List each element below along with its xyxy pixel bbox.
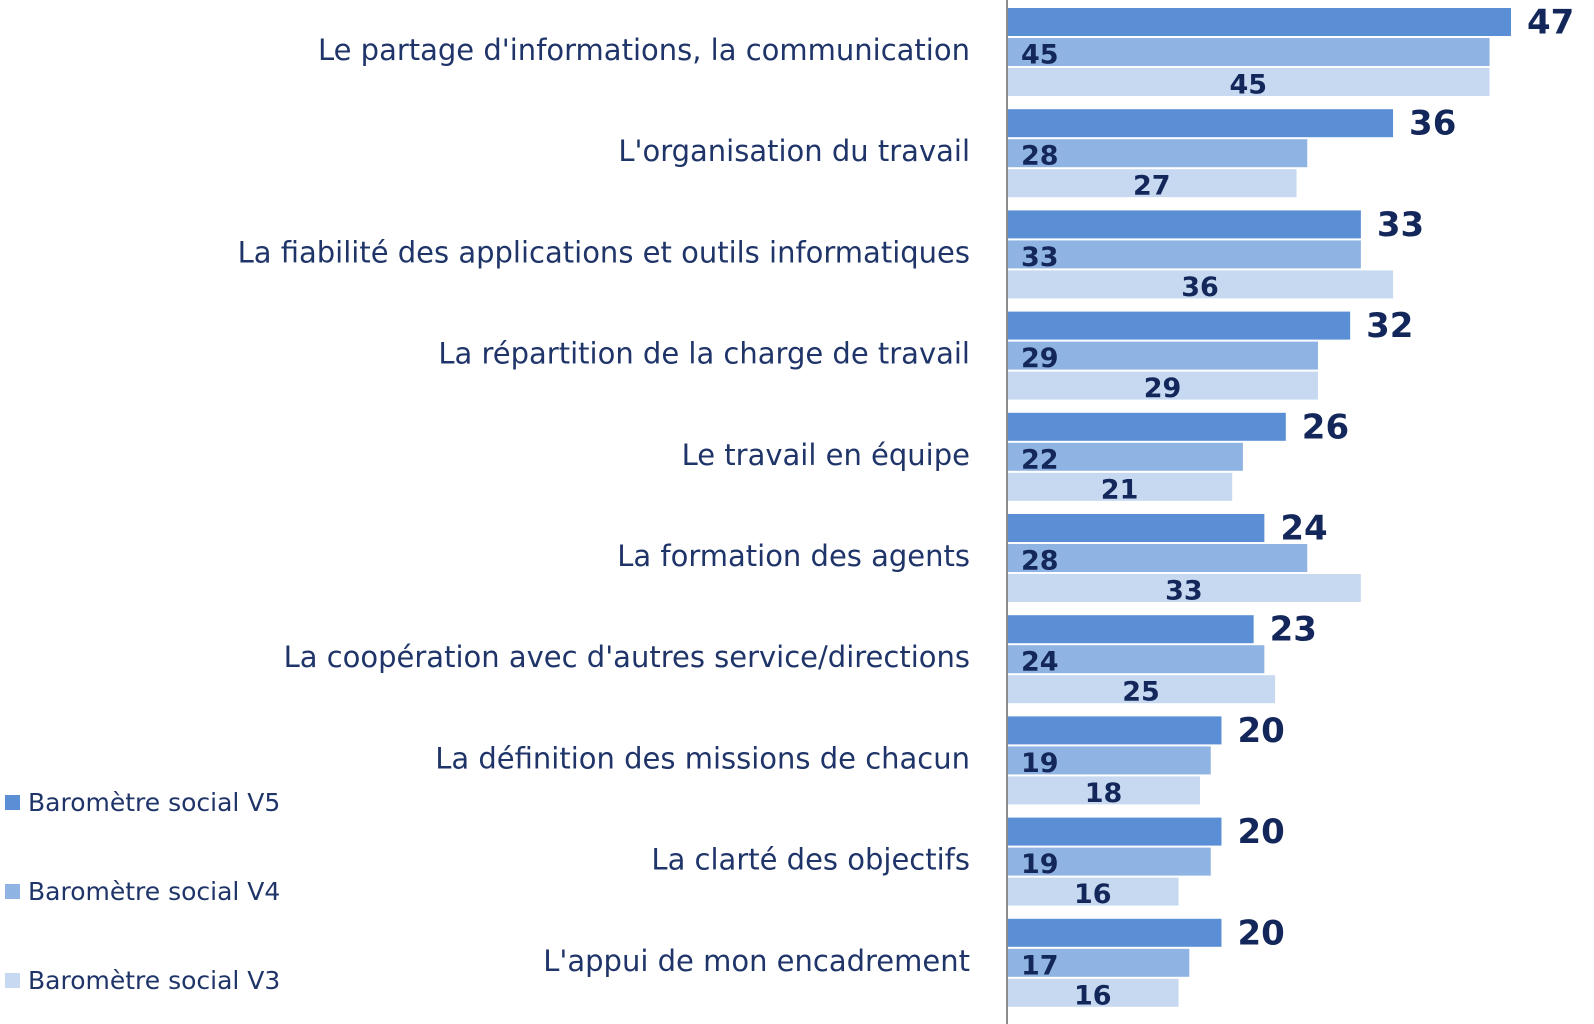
legend-label: Baromètre social V5 <box>28 788 280 817</box>
data-label: 20 <box>1237 913 1284 953</box>
data-label: 27 <box>1133 171 1171 202</box>
data-label: 28 <box>1021 546 1059 577</box>
data-label: 20 <box>1237 711 1284 751</box>
category-label: Le travail en équipe <box>682 438 970 472</box>
data-label: 21 <box>1101 474 1139 505</box>
category-label: L'appui de mon encadrement <box>543 944 970 978</box>
bar <box>1007 978 1179 1007</box>
data-label: 16 <box>1074 980 1112 1011</box>
data-label: 24 <box>1280 509 1327 549</box>
bar <box>1007 948 1190 977</box>
data-label: 25 <box>1122 677 1160 708</box>
legend-label: Baromètre social V3 <box>28 966 280 995</box>
bar <box>1007 210 1361 239</box>
bar <box>1007 442 1243 471</box>
category-label: La clarté des objectifs <box>651 843 970 877</box>
data-label: 47 <box>1527 3 1574 43</box>
bar <box>1007 817 1222 846</box>
bar <box>1007 311 1351 340</box>
data-label: 33 <box>1377 205 1424 245</box>
bar <box>1007 371 1318 400</box>
bar <box>1007 716 1222 745</box>
data-label: 17 <box>1021 950 1059 981</box>
legend-swatch <box>5 884 20 899</box>
bar <box>1007 877 1179 906</box>
bar <box>1007 38 1490 66</box>
category-label: La formation des agents <box>617 539 970 573</box>
data-label: 45 <box>1021 40 1059 71</box>
bar <box>1007 341 1318 370</box>
category-label: La fiabilité des applications et outils … <box>238 235 970 269</box>
data-label: 45 <box>1229 70 1267 101</box>
bar <box>1007 918 1222 947</box>
bar <box>1007 270 1394 299</box>
bar <box>1007 574 1361 602</box>
data-label: 36 <box>1181 272 1219 303</box>
bar <box>1007 675 1276 704</box>
bar <box>1007 746 1211 775</box>
category-label: Le partage d'informations, la communicat… <box>318 33 970 67</box>
data-label: 19 <box>1021 748 1059 779</box>
bar <box>1007 68 1490 96</box>
bar <box>1007 139 1308 168</box>
data-label: 28 <box>1021 141 1059 172</box>
data-label: 32 <box>1366 306 1413 346</box>
data-label: 20 <box>1237 812 1284 852</box>
data-label: 29 <box>1144 373 1182 404</box>
bar <box>1007 645 1265 674</box>
data-label: 26 <box>1302 407 1349 447</box>
bar <box>1007 8 1511 36</box>
data-label: 19 <box>1021 849 1059 880</box>
data-label: 33 <box>1165 576 1203 607</box>
data-label: 33 <box>1021 242 1059 273</box>
bar <box>1007 776 1201 805</box>
bar <box>1007 615 1254 644</box>
data-label: 16 <box>1074 879 1112 910</box>
legend-swatch <box>5 973 20 988</box>
category-label: La répartition de la charge de travail <box>438 337 970 371</box>
data-label: 18 <box>1085 778 1123 809</box>
bar <box>1007 514 1265 542</box>
bar <box>1007 169 1297 198</box>
bar <box>1007 847 1211 876</box>
bar <box>1007 109 1394 138</box>
bar <box>1007 544 1308 572</box>
category-label: La définition des missions de chacun <box>435 741 970 775</box>
data-label: 36 <box>1409 104 1456 144</box>
data-label: 22 <box>1021 444 1059 475</box>
data-label: 23 <box>1270 610 1317 650</box>
bar <box>1007 412 1286 441</box>
category-label: L'organisation du travail <box>618 134 970 168</box>
bar <box>1007 472 1233 501</box>
category-label: La coopération avec d'autres service/dir… <box>284 640 970 674</box>
bar <box>1007 240 1361 269</box>
legend-swatch <box>5 795 20 810</box>
legend-label: Baromètre social V4 <box>28 877 280 906</box>
data-label: 24 <box>1021 647 1059 678</box>
data-label: 29 <box>1021 343 1059 374</box>
